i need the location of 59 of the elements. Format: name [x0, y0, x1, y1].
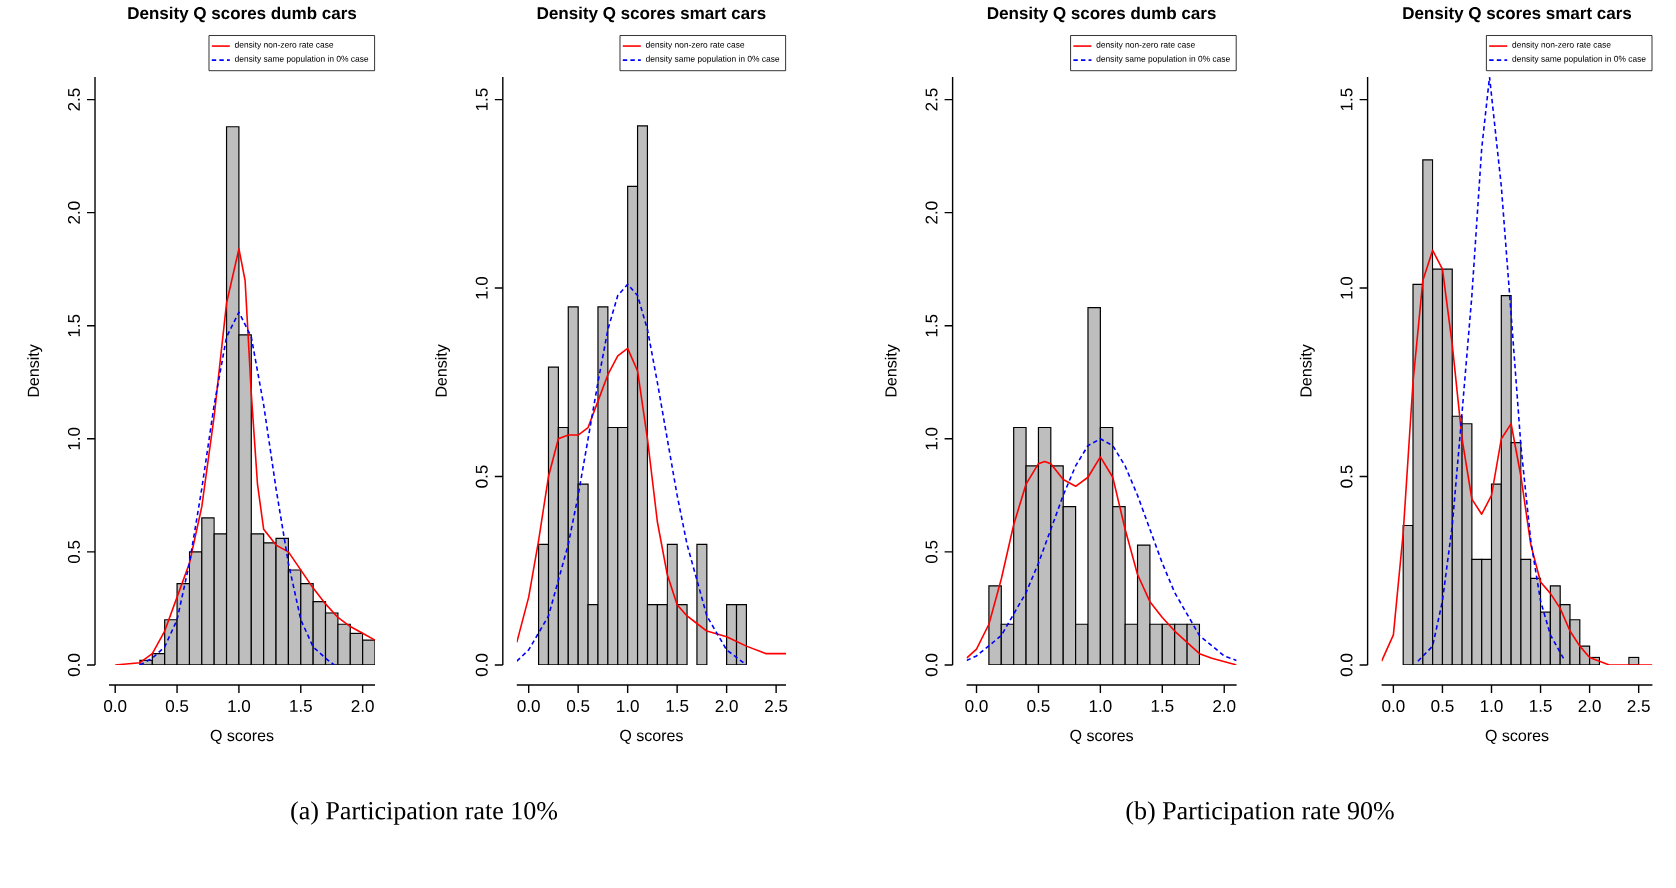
- y-tick-label: 2.0: [67, 201, 80, 224]
- x-axis-title: Q scores: [620, 729, 683, 744]
- y-axis-title: Density: [27, 343, 43, 396]
- chart-title: Density Q scores smart cars: [1403, 6, 1632, 23]
- line-series: [139, 310, 335, 665]
- text: (a) Participation rate 10%: [291, 800, 558, 825]
- y-tick-label: 0.0: [925, 653, 938, 676]
- x-tick-label: 2.0: [1213, 699, 1236, 712]
- x-tick-label: 2.5: [765, 699, 788, 712]
- x-tick-label: 1.0: [1480, 699, 1503, 712]
- chart-title: Density Q scores smart cars: [537, 6, 766, 23]
- y-tick-label: 1.0: [67, 427, 80, 449]
- x-tick-label: 0.5: [165, 699, 189, 712]
- x-tick-label: 1.5: [666, 699, 689, 712]
- y-tick-label: 1.5: [475, 88, 488, 110]
- x-tick-label: 0.5: [567, 699, 590, 712]
- x-axis-title: Q scores: [1070, 729, 1134, 744]
- y-axis-title: Density: [884, 343, 900, 396]
- chart-title: Density Q scores dumb cars: [128, 6, 357, 23]
- y-tick-label: 1.0: [475, 276, 488, 299]
- x-tick-label: 1.5: [1530, 699, 1552, 712]
- x-tick-label: 0.5: [1431, 699, 1454, 712]
- y-tick-label: 2.5: [925, 88, 938, 111]
- x-tick-label: 0.5: [1027, 699, 1050, 712]
- x-tick-label: 0.0: [1382, 699, 1405, 712]
- x-axis-title: Q scores: [210, 729, 274, 744]
- y-tick-label: 0.0: [67, 653, 80, 676]
- x-tick-label: 2.0: [351, 699, 374, 712]
- x-tick-label: 1.5: [1151, 699, 1174, 712]
- y-tick-label: 1.0: [1340, 276, 1353, 299]
- x-tick-label: 1.0: [1089, 699, 1112, 712]
- x-tick-label: 2.0: [1578, 699, 1601, 712]
- y-tick-label: 2.0: [925, 201, 938, 224]
- y-tick-label: 0.5: [475, 464, 488, 488]
- y-tick-label: 1.5: [68, 314, 80, 336]
- y-tick-label: 0.0: [475, 653, 488, 676]
- text: (b) Participation rate 90%: [1126, 800, 1394, 825]
- y-tick-label: 2.5: [67, 88, 80, 111]
- y-tick-label: 0.5: [67, 540, 80, 563]
- y-tick-label: 1.5: [925, 314, 938, 336]
- y-tick-label: 0.0: [1340, 653, 1353, 676]
- x-tick-label: 1.0: [617, 699, 639, 712]
- y-tick-label: 1.0: [925, 427, 938, 449]
- chart-title: Density Q scores dumb cars: [987, 6, 1216, 23]
- x-tick-label: 0.0: [965, 699, 988, 712]
- line-series: [1381, 249, 1653, 665]
- x-tick-label: 0.0: [104, 699, 127, 712]
- x-tick-label: 2.5: [1627, 699, 1650, 712]
- y-tick-label: 1.5: [1340, 88, 1353, 110]
- y-axis-title: Density: [1299, 343, 1315, 396]
- y-tick-label: 0.5: [1340, 464, 1353, 488]
- x-axis-title: Q scores: [1485, 729, 1549, 744]
- y-axis-title: Density: [435, 343, 450, 396]
- x-tick-label: 2.0: [715, 699, 738, 712]
- line-series: [516, 347, 787, 654]
- x-tick-label: 1.0: [228, 699, 251, 712]
- x-tick-label: 1.5: [290, 699, 312, 712]
- y-tick-label: 0.5: [925, 540, 938, 563]
- x-tick-label: 0.0: [517, 699, 540, 712]
